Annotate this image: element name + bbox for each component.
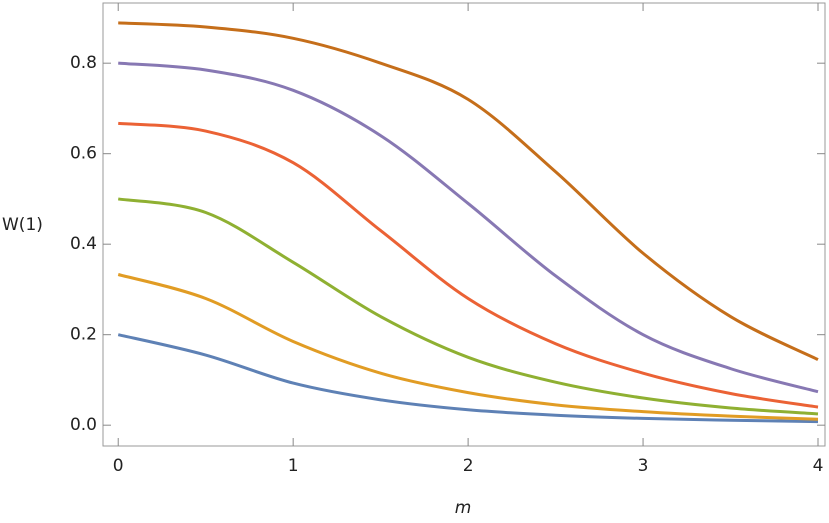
series-line bbox=[118, 21, 819, 361]
y-axis-label: W(1) bbox=[2, 215, 43, 235]
y-tick-label: 0.0 bbox=[70, 415, 97, 435]
y-tick-label: 0.2 bbox=[70, 325, 97, 345]
x-tick-label: 3 bbox=[638, 456, 649, 476]
plot-frame bbox=[102, 2, 826, 447]
y-tick-label: 0.4 bbox=[70, 234, 97, 254]
x-tick-label: 4 bbox=[813, 456, 824, 476]
series-line bbox=[117, 273, 819, 421]
series-line bbox=[118, 121, 819, 409]
series-line bbox=[117, 197, 819, 416]
y-tick-label: 0.6 bbox=[70, 144, 97, 164]
x-tick-label: 1 bbox=[288, 456, 299, 476]
series-line bbox=[117, 333, 819, 424]
x-tick-label: 2 bbox=[463, 456, 474, 476]
x-axis-label: m bbox=[455, 498, 472, 518]
x-tick-label: 0 bbox=[113, 456, 124, 476]
y-tick-label: 0.8 bbox=[70, 53, 97, 73]
series-line bbox=[118, 61, 819, 394]
